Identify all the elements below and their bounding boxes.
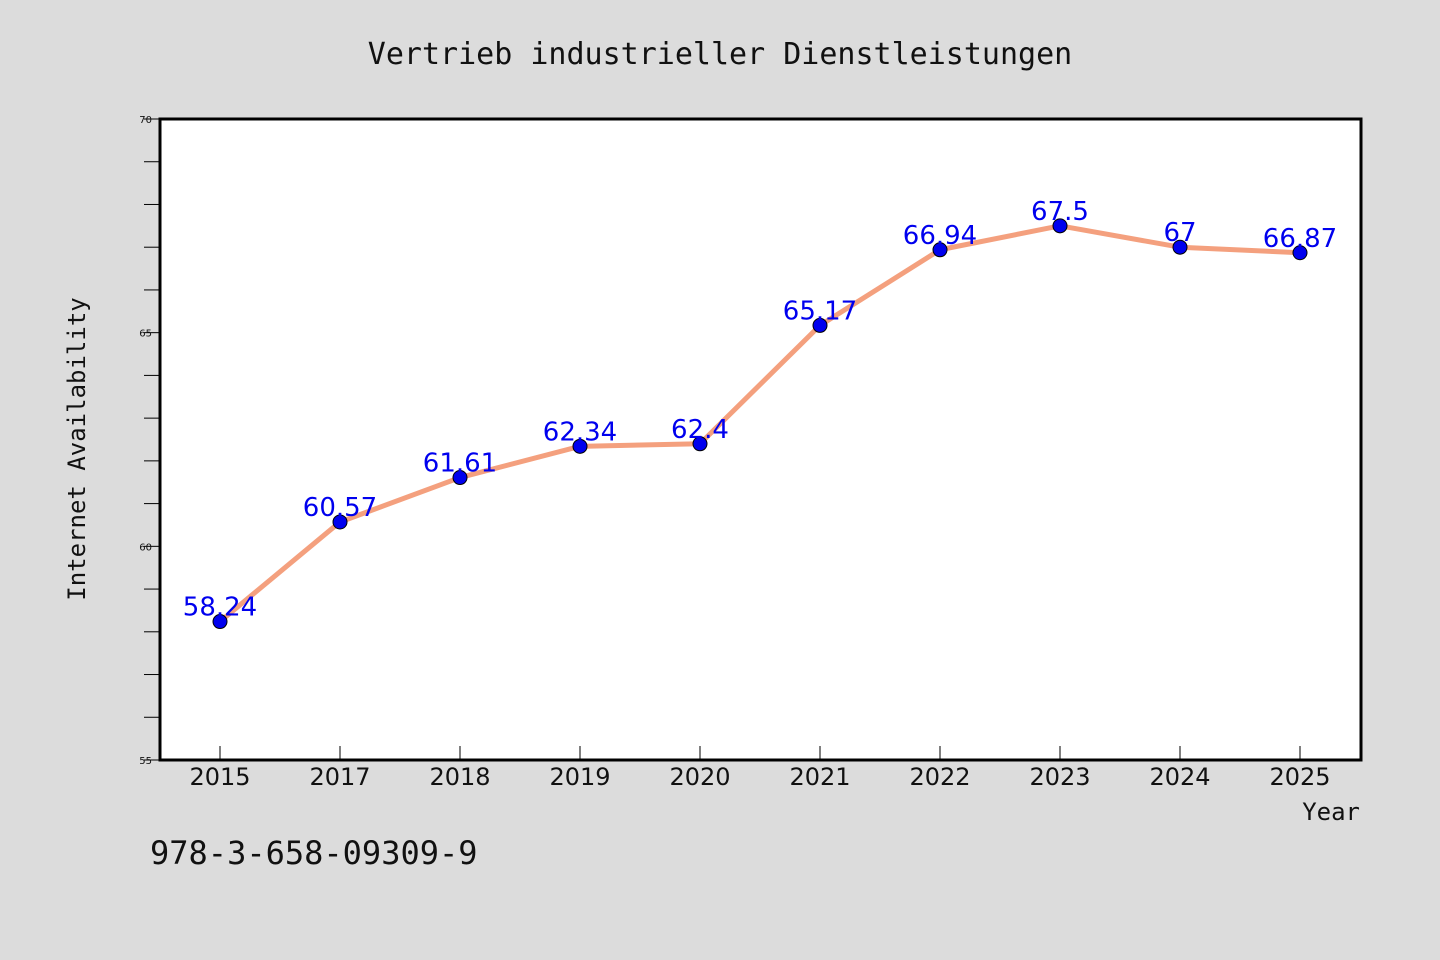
x-tick-label: 2022 [909, 763, 970, 791]
x-tick-label: 2021 [789, 763, 850, 791]
data-label: 65.17 [783, 296, 857, 326]
x-tick-label: 2024 [1149, 763, 1210, 791]
data-label: 62.34 [543, 417, 617, 447]
data-point [1292, 245, 1308, 261]
data-label: 60.57 [303, 493, 377, 523]
data-label: 67.5 [1031, 197, 1089, 227]
data-point [932, 242, 948, 258]
series-0: 58.24 60.57 61.61 62.34 62.4 65.17 66.94 67.5 67… [183, 197, 1337, 630]
x-axis-label: Year [1302, 798, 1360, 826]
x-tick-label: 2019 [549, 763, 610, 791]
y-axis-label: Internet Availability [63, 297, 91, 600]
data-point [692, 436, 708, 452]
data-label: 58.24 [183, 593, 257, 623]
data-label: 67 [1163, 218, 1196, 248]
series-line [217, 223, 1303, 625]
data-label: 66.94 [903, 221, 977, 251]
data-label: 62.4 [671, 415, 729, 445]
y-tick-label: 60 [139, 542, 152, 553]
data-point [1052, 218, 1068, 234]
y-tick-label: 65 [139, 329, 152, 340]
data-point [212, 614, 228, 630]
isbn-footer: 978-3-658-09309-9 [150, 834, 478, 872]
data-point [812, 317, 828, 333]
data-label: 66.87 [1263, 224, 1337, 254]
data-point [1172, 239, 1188, 255]
x-axis: 2015 2017 2018 2019 2020 2021 2022 2023 2024 2025 [189, 746, 1331, 791]
chart-title: Vertrieb industrieller Dienstleistungen [368, 37, 1072, 72]
x-tick-label: 2015 [189, 763, 250, 791]
x-tick-label: 2020 [669, 763, 730, 791]
plot-area [158, 117, 1363, 762]
data-point [572, 438, 588, 454]
y-tick-label: 55 [139, 756, 152, 767]
x-tick-label: 2017 [309, 763, 370, 791]
y-tick-label: 70 [139, 115, 152, 126]
x-tick-label: 2025 [1269, 763, 1330, 791]
data-point [452, 470, 468, 486]
x-tick-label: 2023 [1029, 763, 1090, 791]
y-axis: 55 60 65 70 [139, 115, 160, 767]
data-point [332, 514, 348, 530]
x-tick-label: 2018 [429, 763, 490, 791]
data-label: 61.61 [423, 449, 497, 479]
